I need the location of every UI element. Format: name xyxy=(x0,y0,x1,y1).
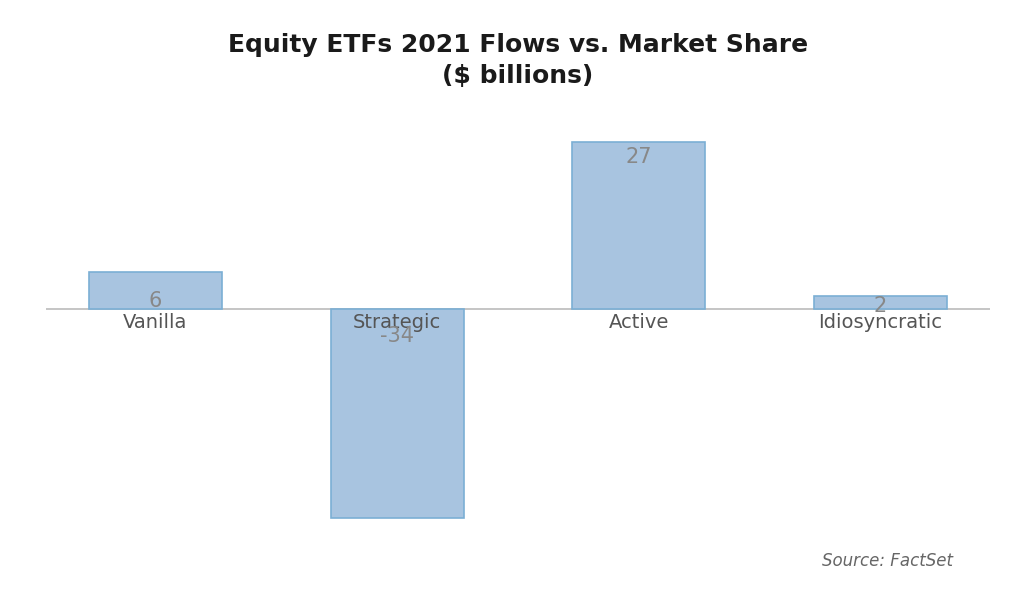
Text: 27: 27 xyxy=(626,147,652,168)
Text: Vanilla: Vanilla xyxy=(123,314,188,333)
Title: Equity ETFs 2021 Flows vs. Market Share
($ billions): Equity ETFs 2021 Flows vs. Market Share … xyxy=(228,33,808,89)
Bar xyxy=(330,308,464,518)
Bar xyxy=(814,296,947,308)
Text: Active: Active xyxy=(609,314,669,333)
Text: 2: 2 xyxy=(874,296,887,316)
Bar xyxy=(89,271,222,308)
Text: Strategic: Strategic xyxy=(353,314,441,333)
Text: Idiosyncratic: Idiosyncratic xyxy=(818,314,943,333)
Text: -34: -34 xyxy=(380,326,414,346)
Text: 6: 6 xyxy=(149,291,163,311)
Text: Source: FactSet: Source: FactSet xyxy=(823,552,953,570)
Bar xyxy=(572,142,706,308)
